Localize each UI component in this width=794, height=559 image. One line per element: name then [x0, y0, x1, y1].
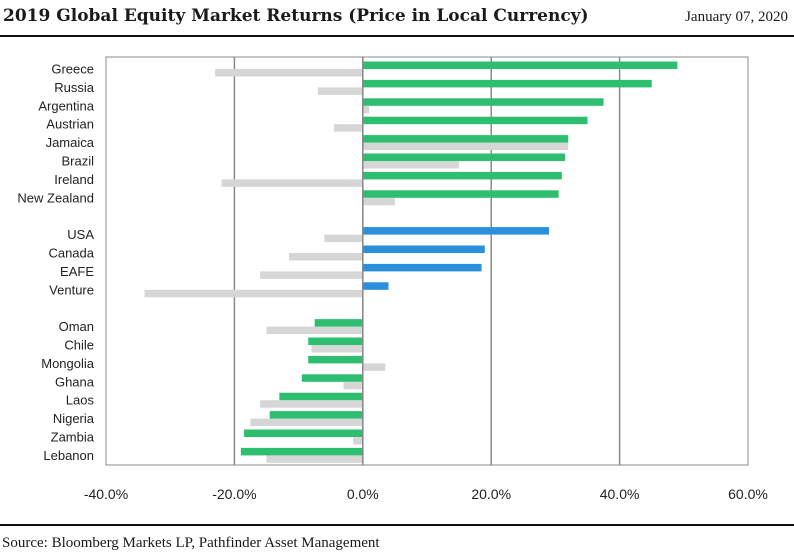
- category-label: Mongolia: [41, 356, 95, 371]
- x-tick-label: -20.0%: [212, 486, 256, 502]
- category-label: Jamaica: [46, 135, 95, 150]
- bar-2019: [308, 355, 363, 364]
- bar-prior: [266, 455, 363, 463]
- bar-2019: [308, 337, 363, 345]
- bar-prior: [260, 400, 363, 408]
- category-label: Oman: [59, 319, 94, 334]
- bar-2019: [279, 392, 363, 401]
- bar-2019: [362, 98, 604, 106]
- bar-2019: [362, 135, 569, 143]
- bar-prior: [333, 124, 363, 132]
- category-label: Venture: [49, 282, 94, 297]
- report-date: January 07, 2020: [685, 9, 788, 25]
- bar-2019: [362, 227, 549, 235]
- bar-prior: [362, 105, 370, 114]
- category-label: Brazil: [61, 154, 94, 169]
- bar-prior: [250, 418, 363, 427]
- x-tick-label: 0.0%: [347, 486, 379, 502]
- bottom-divider: [0, 524, 794, 526]
- category-label: Ghana: [55, 374, 95, 389]
- bar-prior: [221, 179, 363, 187]
- x-tick-label: 60.0%: [728, 486, 768, 502]
- bar-2019: [314, 319, 363, 327]
- bar-prior: [343, 381, 363, 390]
- bar-prior: [362, 197, 395, 206]
- category-label: Zambia: [51, 430, 95, 445]
- bar-2019: [301, 374, 363, 382]
- bar-2019: [362, 61, 678, 69]
- category-label: New Zealand: [17, 190, 94, 205]
- bar-prior: [266, 326, 363, 335]
- top-divider: [0, 35, 794, 37]
- bar-prior: [144, 289, 363, 298]
- category-label: Argentina: [38, 98, 94, 113]
- bar-2019: [362, 153, 566, 161]
- category-label: Ireland: [54, 172, 94, 187]
- category-label: Nigeria: [53, 411, 95, 426]
- category-label: Laos: [66, 393, 95, 408]
- x-tick-label: 40.0%: [600, 486, 640, 502]
- bar-prior: [362, 142, 569, 151]
- bar-2019: [362, 171, 562, 180]
- bar-prior: [215, 69, 363, 77]
- bar-2019: [362, 79, 652, 88]
- bar-prior: [317, 87, 363, 95]
- bar-2019: [362, 263, 482, 272]
- bar-2019: [362, 245, 485, 253]
- bar-2019: [362, 190, 559, 198]
- bar-prior: [362, 363, 386, 371]
- bar-2019: [362, 116, 588, 125]
- bar-prior: [288, 253, 363, 261]
- x-tick-label: -40.0%: [84, 486, 128, 502]
- category-label: USA: [67, 227, 94, 242]
- bar-prior: [311, 345, 363, 353]
- category-label: Lebanon: [43, 448, 94, 463]
- bar-prior: [353, 437, 363, 445]
- category-label: Austrian: [46, 117, 94, 132]
- chart-title: 2019 Global Equity Market Returns (Price…: [3, 6, 589, 26]
- x-tick-label: 20.0%: [471, 486, 511, 502]
- category-label: Canada: [48, 246, 94, 261]
- bar-2019: [240, 447, 363, 456]
- category-label: EAFE: [60, 264, 94, 279]
- bar-prior: [260, 271, 363, 279]
- plot-area-frame: [105, 56, 749, 466]
- category-label: Chile: [64, 338, 94, 353]
- bar-prior: [324, 234, 363, 243]
- bar-2019: [269, 411, 363, 419]
- bar-2019: [244, 429, 363, 437]
- category-label: Greece: [51, 62, 94, 77]
- source-note: Source: Bloomberg Markets LP, Pathfinder…: [2, 535, 380, 551]
- category-label: Russia: [54, 80, 95, 95]
- bar-prior: [362, 161, 460, 169]
- bar-2019: [362, 282, 389, 290]
